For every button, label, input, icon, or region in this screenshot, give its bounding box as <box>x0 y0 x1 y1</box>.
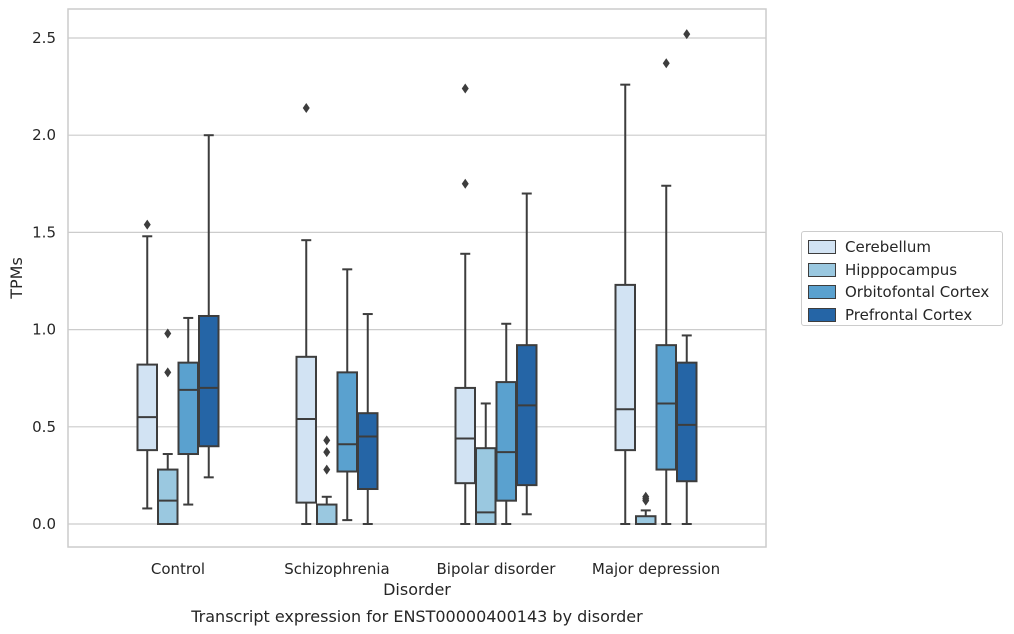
y-tick-label: 2.0 <box>32 126 56 144</box>
box-1-3 <box>357 313 379 525</box>
x-tick-label: Schizophrenia <box>284 560 389 578</box>
outlier-point <box>164 328 172 339</box>
plot-area <box>67 8 767 548</box>
box-0-1 <box>157 328 179 525</box>
x-tick-label: Control <box>151 560 205 578</box>
y-tick-label: 0.0 <box>32 515 56 533</box>
y-tick-label: 1.0 <box>32 321 56 339</box>
x-axis-label: Disorder <box>383 580 451 599</box>
box-iqr <box>177 361 199 456</box>
legend-item: Orbitofontal Cortex <box>808 281 1002 304</box>
outlier-point <box>323 447 331 458</box>
legend-label: Prefrontal Cortex <box>845 305 973 324</box>
box-iqr <box>454 386 476 485</box>
box-iqr <box>336 371 358 473</box>
box-2-3 <box>516 192 538 516</box>
box-2-2 <box>495 322 517 525</box>
outlier-point <box>302 102 310 113</box>
figure-caption: Transcript expression for ENST0000040014… <box>190 607 643 626</box>
legend-label: Hipppocampus <box>845 260 958 279</box>
outlier-point <box>642 491 650 502</box>
outlier-point <box>323 464 331 475</box>
outlier-point <box>323 435 331 446</box>
outlier-point <box>461 178 469 189</box>
x-tick-label: Major depression <box>592 560 720 578</box>
box-iqr <box>635 515 657 525</box>
legend-item: Cerebellum <box>808 236 1002 259</box>
legend-item: Hipppocampus <box>808 259 1002 282</box>
box-iqr <box>157 468 179 525</box>
y-tick-labels: 0.0 0.5 1.0 1.5 2.0 2.5 <box>32 29 56 533</box>
outlier-point <box>683 29 691 40</box>
outlier-point <box>461 83 469 94</box>
legend-label: Orbitofontal Cortex <box>845 283 990 302</box>
box-2-0 <box>454 83 476 525</box>
box-iqr <box>655 344 677 471</box>
box-3-0 <box>614 83 636 525</box>
box-1-1 <box>316 435 338 525</box>
box-iqr <box>316 503 338 525</box>
box-iqr <box>614 283 636 452</box>
box-iqr <box>198 314 220 448</box>
legend-swatch <box>808 307 836 322</box>
boxes <box>136 29 698 525</box>
box-iqr <box>136 363 158 452</box>
x-tick-labels: Control Schizophrenia Bipolar disorder Majo… <box>151 560 720 578</box>
box-1-0 <box>295 102 317 525</box>
legend-label: Cerebellum <box>845 238 931 257</box>
legend-swatch <box>808 285 836 300</box>
y-tick-label: 1.5 <box>32 223 56 241</box>
y-axis-label: TPMs <box>7 257 26 300</box>
box-iqr <box>357 412 379 491</box>
box-iqr <box>495 381 517 502</box>
box-3-1 <box>635 491 657 525</box>
x-tick-label: Bipolar disorder <box>437 560 557 578</box>
outlier-point <box>143 219 151 230</box>
y-tick-label: 2.5 <box>32 29 56 47</box>
box-iqr <box>295 355 317 504</box>
box-0-3 <box>198 134 220 479</box>
box-0-0 <box>136 219 158 510</box>
box-iqr <box>676 361 698 483</box>
outlier-point <box>164 367 172 378</box>
legend-swatch <box>808 262 836 277</box>
box-2-1 <box>475 402 497 525</box>
outlier-point <box>662 58 670 69</box>
legend: Cerebellum Hipppocampus Orbitofontal Corte… <box>801 231 1003 326</box>
y-tick-label: 0.5 <box>32 418 56 436</box>
legend-item: Prefrontal Cortex <box>808 304 1002 327</box>
box-iqr <box>516 344 538 487</box>
legend-swatch <box>808 240 836 255</box>
box-3-3 <box>676 29 698 525</box>
